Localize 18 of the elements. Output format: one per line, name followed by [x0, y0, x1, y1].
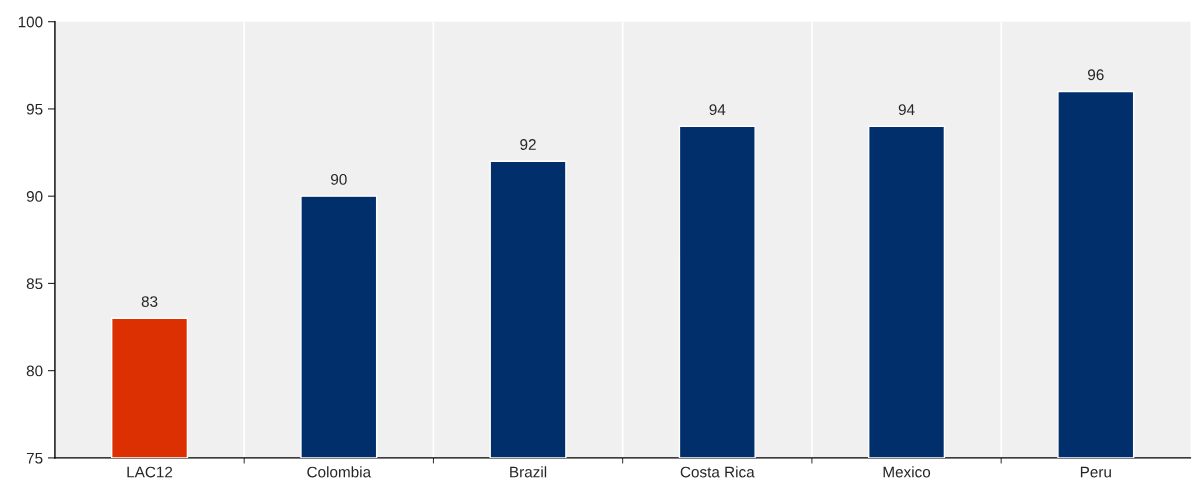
- x-tick-label: Costa Rica: [680, 466, 755, 478]
- x-tick-label: Peru: [1080, 466, 1111, 478]
- x-tick-label: Colombia: [307, 466, 372, 478]
- y-tick-label: 90: [26, 191, 43, 202]
- data-label: 83: [141, 296, 158, 307]
- data-label: 94: [898, 104, 915, 116]
- x-tick-label: LAC12: [127, 466, 173, 478]
- y-tick-label: 75: [26, 452, 43, 464]
- y-tick-label: 80: [26, 365, 43, 377]
- y-tick-label: 100: [18, 16, 43, 28]
- data-label: 90: [331, 174, 347, 185]
- data-label: 94: [709, 104, 726, 116]
- x-tick-label: Brazil: [510, 466, 547, 478]
- x-tick-label: Mexico: [883, 466, 931, 478]
- data-label: 92: [520, 139, 536, 150]
- data-label: 96: [1088, 69, 1104, 81]
- y-tick-label: 95: [26, 103, 43, 115]
- y-tick-label: 85: [26, 278, 43, 290]
